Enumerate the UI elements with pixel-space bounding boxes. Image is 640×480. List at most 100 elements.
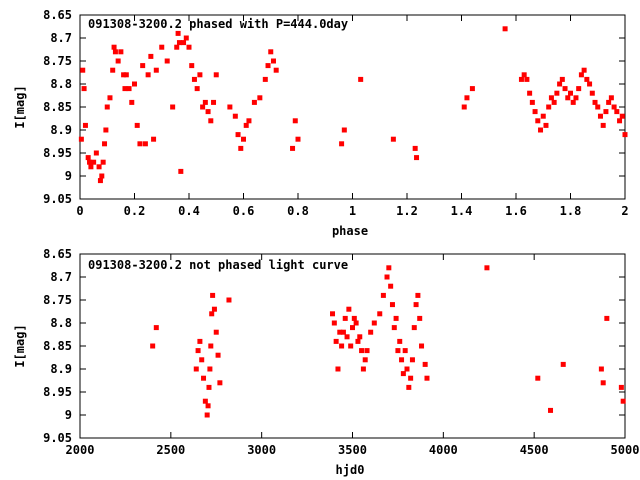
phased-data-point (85, 155, 91, 161)
phased-data-point (581, 67, 587, 73)
phased-data-point (268, 49, 274, 55)
phased-x-tick-label: 0.4 (178, 204, 200, 218)
phased-data-point (137, 141, 143, 147)
phased-data-point (97, 178, 103, 184)
phased-data-point (540, 113, 546, 119)
phased-data-point (91, 159, 97, 165)
unphased-x-tick-label: 3000 (247, 443, 276, 457)
unphased-x-tick-label: 4000 (429, 443, 458, 457)
phased-data-point (608, 95, 614, 101)
phased-data-point (142, 141, 148, 147)
phased-data-point (518, 76, 524, 82)
unphased-data-point (411, 325, 417, 331)
phased-data-point (243, 122, 249, 128)
phased-data-point (617, 118, 623, 124)
phased-data-point (100, 159, 106, 165)
unphased-data-point (195, 348, 201, 354)
phased-light-curve-panel: 091308-3200.2 phased with P=444.0day pha… (13, 8, 629, 238)
unphased-data-point (207, 366, 213, 372)
phased-data-point (194, 86, 200, 92)
phased-data-point (339, 141, 345, 147)
phased-data-point (197, 72, 203, 78)
phased-data-point (295, 136, 301, 142)
phased-x-tick-label: 2 (621, 204, 628, 218)
phased-plot-frame (79, 14, 626, 200)
phased-data-point (469, 86, 475, 92)
unphased-data-point (419, 343, 425, 349)
phased-data-point (227, 104, 233, 110)
phased-data-point (527, 90, 533, 96)
unphased-y-axis-label: I[mag] (13, 324, 27, 367)
unphased-y-tick-label: 8.75 (43, 293, 72, 307)
unphased-data-point (415, 292, 421, 298)
phased-data-point (595, 104, 601, 110)
unphased-data-point (202, 398, 208, 404)
phased-data-point (186, 44, 192, 50)
unphased-data-point (210, 292, 216, 298)
phased-data-point (208, 118, 214, 124)
unphased-data-point (399, 357, 405, 363)
phased-data-point (265, 63, 271, 69)
phased-data-point (565, 95, 571, 101)
phased-data-point (603, 109, 609, 115)
unphased-data-point (217, 380, 223, 386)
phased-data-point (600, 122, 606, 128)
phased-y-axis-label: I[mag] (13, 85, 27, 128)
phased-data-point (412, 145, 418, 151)
unphased-y-tick-label: 8.65 (43, 247, 72, 261)
phased-y-tick-label: 8.65 (43, 8, 72, 22)
phased-data-point (80, 67, 86, 73)
unphased-x-tick-label: 5000 (611, 443, 640, 457)
phased-data-point (99, 173, 105, 179)
phased-data-point (213, 72, 219, 78)
phased-data-point (126, 86, 132, 92)
phased-y-tick-label: 9 (65, 169, 72, 183)
phased-data-point (251, 99, 257, 105)
phased-data-point (548, 95, 554, 101)
phased-data-point (246, 118, 252, 124)
phased-data-point (341, 127, 347, 133)
phased-data-point (87, 159, 93, 165)
phased-data-point (597, 113, 603, 119)
unphased-data-point (402, 348, 408, 354)
phased-data-point (262, 76, 268, 82)
unphased-data-point (209, 311, 215, 317)
unphased-data-point (393, 315, 399, 321)
unphased-y-tick-label: 8.8 (50, 316, 72, 330)
phased-data-point (358, 76, 364, 82)
phased-axis-ticks: 0 0.2 0.4 0.6 0.8 1 1.2 1.4 1.6 1.8 2 8.65 8.7 8.75 8.… (43, 8, 629, 218)
phased-data-point (570, 99, 576, 105)
phased-data-point (461, 104, 467, 110)
phased-y-tick-label: 8.85 (43, 100, 72, 114)
unphased-x-axis-label: hjd0 (336, 463, 365, 477)
phased-x-tick-label: 0 (76, 204, 83, 218)
unphased-x-tick-label: 4500 (520, 443, 549, 457)
unphased-data-point (598, 366, 604, 372)
phased-data-point (576, 86, 582, 92)
phased-data-point (183, 35, 189, 41)
unphased-data-points (150, 265, 626, 418)
phased-data-point (592, 99, 598, 105)
phased-data-point (107, 95, 113, 101)
phased-data-point (110, 67, 116, 73)
unphased-data-point (213, 329, 219, 335)
phased-data-point (232, 113, 238, 119)
unphased-data-point (344, 334, 350, 340)
unphased-data-point (409, 357, 415, 363)
unphased-data-point (408, 375, 414, 381)
phased-data-point (235, 132, 241, 138)
unphased-x-tick-label: 2500 (156, 443, 185, 457)
unphased-data-point (215, 352, 221, 358)
phased-y-tick-label: 8.75 (43, 54, 72, 68)
unphased-data-point (340, 329, 346, 335)
unphased-data-point (417, 315, 423, 321)
phased-data-point (151, 136, 157, 142)
unphased-data-point (548, 407, 554, 413)
phased-data-point (103, 127, 109, 133)
unphased-y-tick-label: 9 (65, 408, 72, 422)
phased-data-point (589, 90, 595, 96)
phased-data-point (118, 49, 124, 55)
unphased-y-tick-label: 8.7 (50, 270, 72, 284)
unphased-axis-ticks: 2000 2500 3000 3500 4000 4500 5000 8.65 8.7 8.75 8… (43, 247, 639, 457)
unphased-data-point (206, 384, 212, 390)
